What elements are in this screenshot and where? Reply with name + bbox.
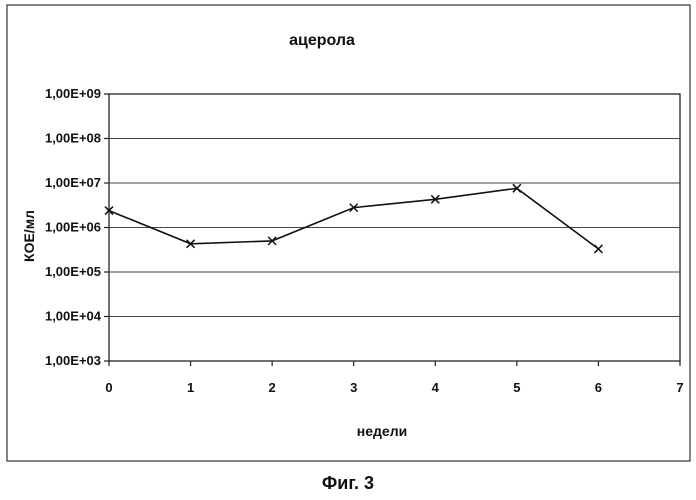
x-tick-label: 0 [105,380,112,395]
y-tick-label: 1,00E+09 [45,86,101,101]
series-1 [105,184,602,253]
gridlines [109,139,680,317]
y-tick-label: 1,00E+06 [45,220,101,235]
figure-caption: Фиг. 3 [322,473,374,493]
data-point-marker [594,245,602,253]
x-axis-title: недели [357,423,407,439]
x-axis-ticks: 0 1 2 3 4 5 6 7 [105,361,683,395]
series-line [109,188,598,249]
x-tick-label: 2 [269,380,276,395]
y-tick-label: 1,00E+03 [45,353,101,368]
y-tick-label: 1,00E+07 [45,175,101,190]
x-tick-label: 5 [513,380,520,395]
x-tick-label: 7 [676,380,683,395]
y-axis-title: КОЕ/мл [21,210,37,262]
y-tick-label: 1,00E+05 [45,264,101,279]
y-axis-ticks: 1,00E+03 1,00E+04 1,00E+05 1,00E+06 1,00E+07… [45,86,109,368]
x-tick-label: 4 [432,380,440,395]
x-tick-label: 1 [187,380,194,395]
x-tick-label: 6 [595,380,602,395]
x-tick-label: 3 [350,380,357,395]
y-tick-label: 1,00E+04 [45,309,102,324]
chart-title: ацерола [289,32,355,49]
y-tick-label: 1,00E+08 [45,131,101,146]
